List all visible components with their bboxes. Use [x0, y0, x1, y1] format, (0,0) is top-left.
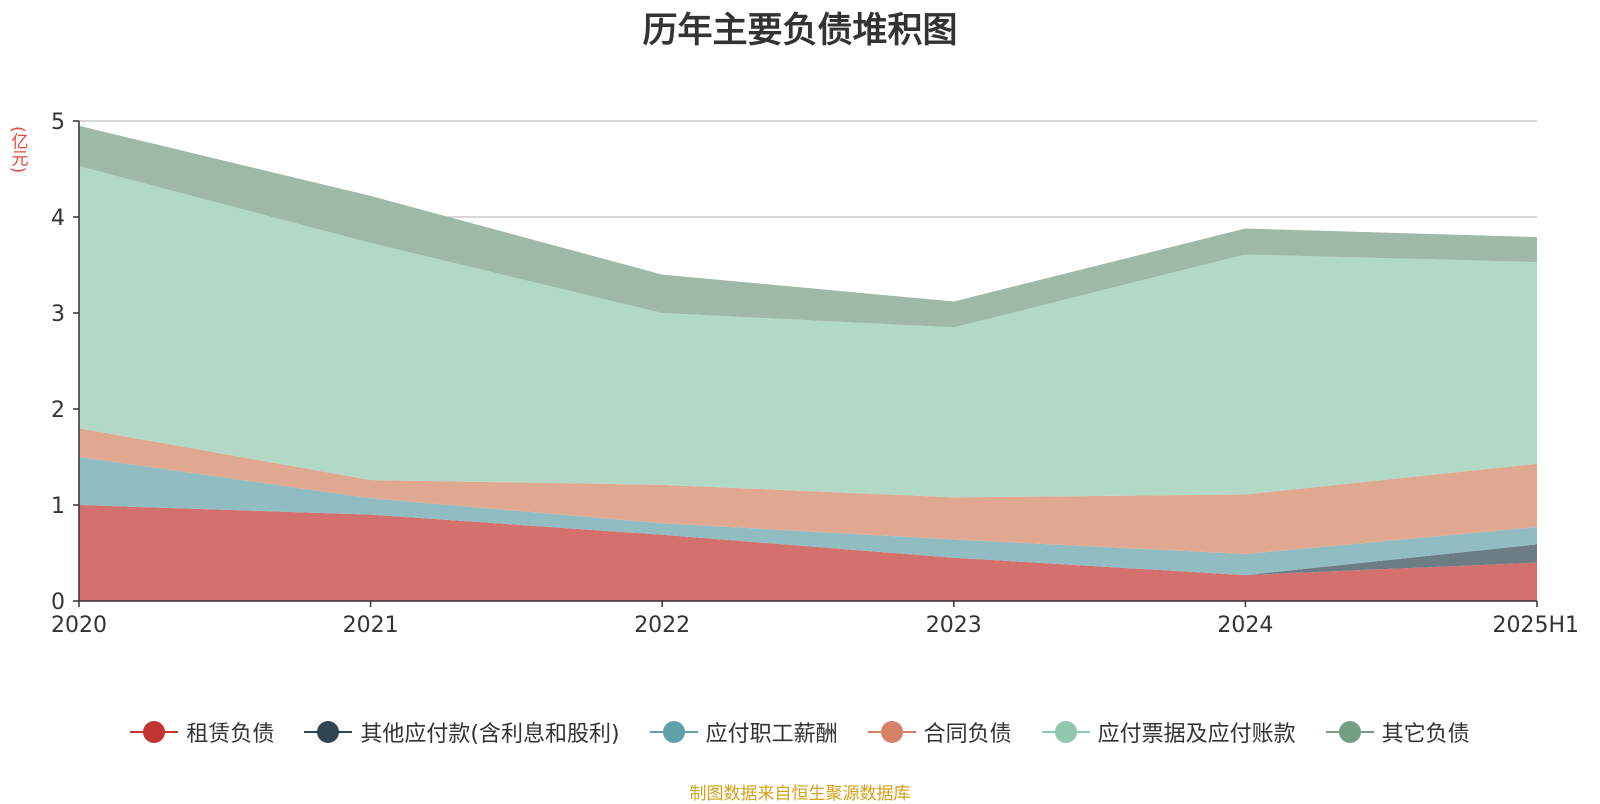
- legend-label: 应付职工薪酬: [705, 722, 838, 747]
- y-tick-label: 4: [51, 206, 65, 231]
- legend-label: 其它负债: [1381, 722, 1470, 747]
- legend-item-0[interactable]: 租赁负债: [130, 716, 274, 748]
- legend-marker-icon: [1325, 721, 1374, 743]
- legend-label: 其他应付款(含利息和股利): [360, 722, 620, 747]
- x-tick-label: 2020: [51, 613, 107, 638]
- area-series-5: [79, 125, 1537, 328]
- legend-marker-icon: [867, 721, 916, 743]
- legend-item-1[interactable]: 其他应付款(含利息和股利): [304, 716, 620, 748]
- area-series-4: [79, 166, 1537, 498]
- legend-marker-icon: [649, 721, 698, 743]
- area-series-0: [79, 505, 1537, 601]
- legend-label: 应付票据及应付账款: [1097, 722, 1296, 747]
- x-tick-label: 2024: [1217, 613, 1273, 638]
- y-tick-label: 2: [51, 398, 65, 423]
- x-tick-label: 2022: [634, 613, 690, 638]
- y-tick-label: 1: [51, 494, 65, 519]
- y-tick-label: 3: [51, 302, 65, 327]
- x-tick-label: 2025H1: [1492, 613, 1579, 638]
- x-tick-label: 2023: [926, 613, 982, 638]
- legend-label: 合同负债: [923, 722, 1012, 747]
- legend-item-2[interactable]: 应付职工薪酬: [649, 716, 838, 748]
- y-tick-label: 5: [51, 110, 65, 135]
- data-source-note: 制图数据来自恒生聚源数据库: [689, 784, 911, 804]
- axes: [73, 120, 1538, 607]
- chart-title: 历年主要负债堆积图: [642, 11, 958, 51]
- area-series: [79, 125, 1537, 601]
- legend-item-4[interactable]: 应付票据及应付账款: [1041, 716, 1296, 748]
- legend-marker-icon: [304, 721, 353, 743]
- area-series-1: [79, 505, 1537, 576]
- legend-label: 租赁负债: [186, 722, 275, 747]
- legend: 租赁负债 其他应付款(含利息和股利) 应付职工薪酬 合同负债 应付票据及应付账款 其它负债: [0, 716, 1600, 748]
- legend-marker-icon: [1041, 721, 1090, 743]
- y-axis-unit-label: (亿元): [7, 126, 28, 174]
- legend-item-3[interactable]: 合同负债: [867, 716, 1012, 748]
- legend-item-5[interactable]: 其它负债: [1325, 716, 1470, 748]
- y-tick-label: 0: [51, 590, 65, 615]
- legend-marker-icon: [130, 721, 179, 743]
- tick-labels: 0 1 2 3 4 5 2020 2021 2022 2023 2024 2025H1: [51, 110, 1579, 638]
- area-series-3: [79, 428, 1537, 554]
- x-tick-label: 2021: [343, 613, 399, 638]
